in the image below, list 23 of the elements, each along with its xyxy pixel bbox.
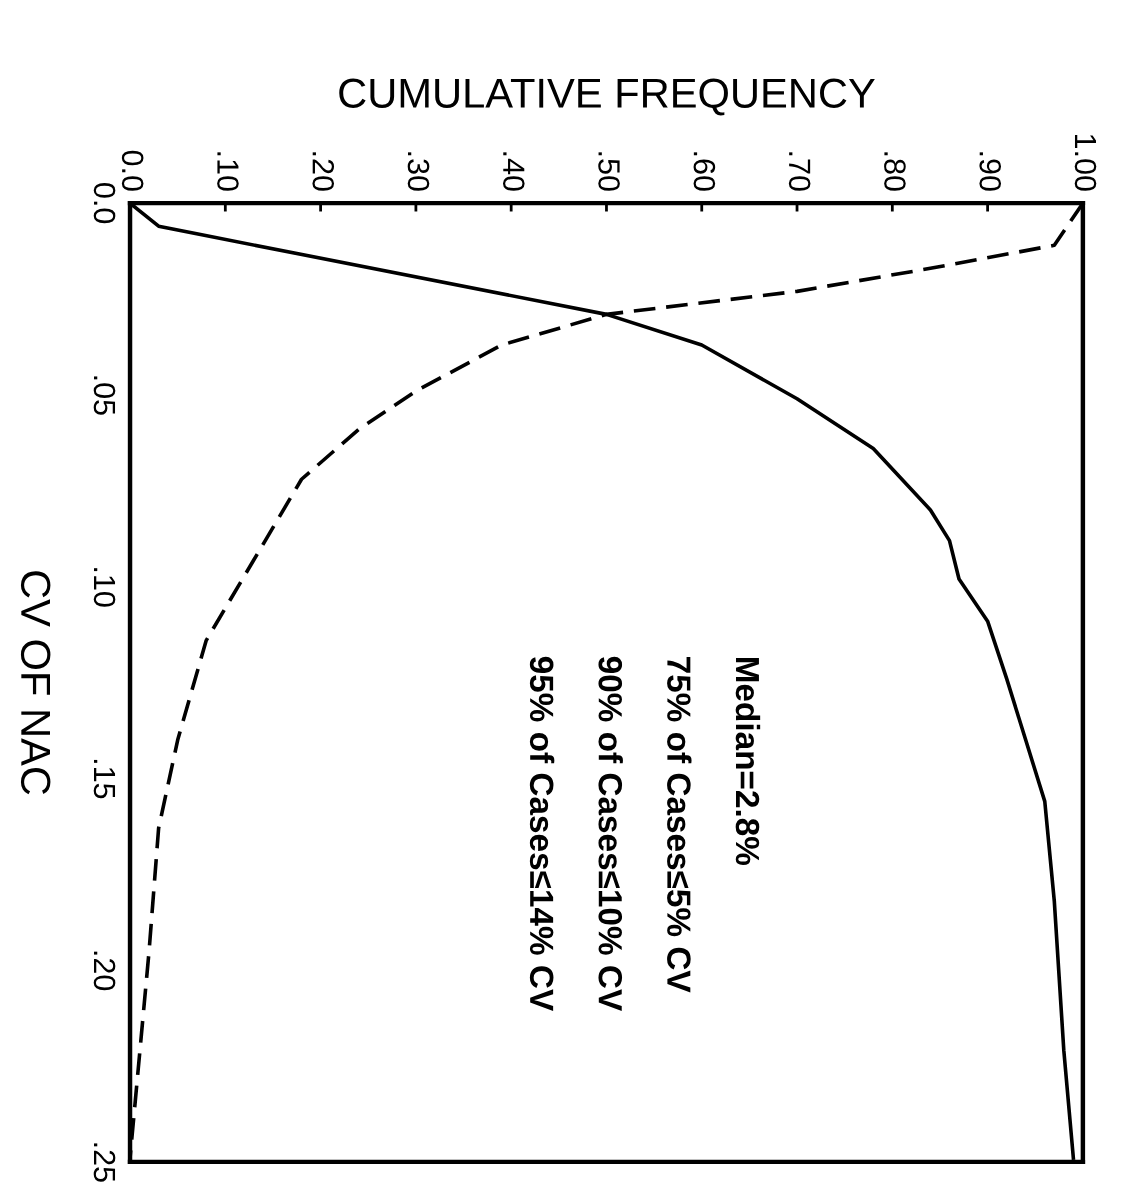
x-tick-label: 0.0 [121,150,144,191]
y-tick-label: .15 [93,759,116,799]
annotation: 75% of Cases≤5% CV [667,657,692,993]
x-tick-label: 1.00 [1074,134,1097,191]
x-tick-label: .60 [693,152,716,191]
x-axis-title: CUMULATIVE FREQUENCY [339,78,875,116]
y-tick-label: .25 [93,1143,116,1182]
x-tick-label: .80 [884,152,906,191]
x-tick-label: .90 [979,152,1002,191]
y-tick-label: .20 [93,951,116,991]
annotation: 95% of Cases≤14% CV [529,656,555,1011]
x-tick-label: .70 [788,152,811,191]
x-tick-label: .50 [598,152,620,191]
y-tick-label: 0.0 [93,183,116,224]
x-tick-label: .10 [217,152,239,191]
y-axis-title: CV OF NAC [20,571,51,795]
x-tick-label: .20 [312,152,335,191]
annotation: Median=2.8% [735,657,761,866]
y-tick-label: .10 [93,568,116,607]
annotation: 90% of Cases≤10% CV [598,656,623,1011]
x-tick-label: .30 [407,152,430,191]
y-tick-label: .05 [93,376,116,415]
x-tick-label: .40 [502,152,525,191]
